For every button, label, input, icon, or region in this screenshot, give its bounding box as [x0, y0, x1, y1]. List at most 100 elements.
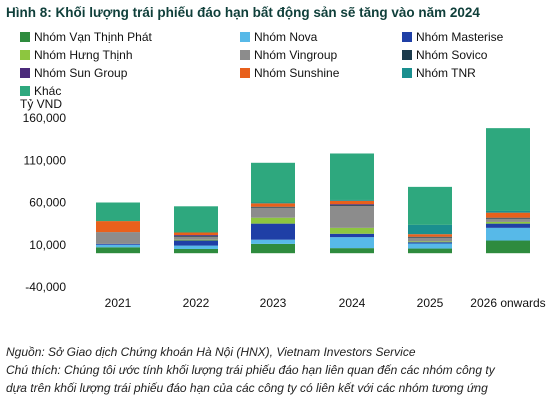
footnote-line-2: dựa trên khối lượng trái phiếu đáo hạn c…	[6, 381, 488, 395]
legend-item-8: Nhóm TNR	[402, 66, 476, 80]
legend-swatch	[20, 50, 30, 60]
bar-segment-2024-7	[330, 200, 374, 205]
bar-segment-2022-1	[174, 245, 218, 249]
bars	[96, 128, 530, 254]
bar-segment-2026-onwards-7	[486, 212, 530, 218]
bar-segment-2022-7	[174, 232, 218, 236]
legend-swatch	[240, 32, 250, 42]
legend-label: Nhóm Nova	[254, 30, 318, 44]
bar-segment-2024-0	[330, 248, 374, 254]
x-tick-label: 2023	[260, 296, 287, 310]
bar-segment-2024-6	[330, 204, 374, 206]
bar-segment-2023-5	[251, 206, 295, 208]
legend-swatch	[240, 68, 250, 78]
legend-swatch	[20, 68, 30, 78]
bar-segment-2025-7	[408, 234, 452, 237]
bar-segment-2026-onwards-3	[486, 221, 530, 224]
bar-segment-2022-5	[174, 235, 218, 237]
bar-segment-2026-onwards-1	[486, 227, 530, 241]
legend: Nhóm Vạn Thịnh Phát Nhóm Nova Nhóm Masteri…	[0, 0, 559, 120]
bar-segment-2024-9	[330, 153, 374, 200]
bar-segment-2026-onwards-9	[486, 128, 530, 211]
bar-segment-2026-onwards-2	[486, 223, 530, 228]
bar-segment-2022-9	[174, 206, 218, 233]
legend-swatch	[402, 68, 412, 78]
legend-label: Nhóm Sovico	[416, 48, 488, 62]
y-axis-label: Tỷ VND	[20, 97, 62, 111]
bar-segment-2024-5	[330, 205, 374, 206]
x-tick-label: 2025	[417, 296, 444, 310]
y-tick-label: 60,000	[29, 196, 66, 210]
legend-label: Nhóm Vạn Thịnh Phát	[34, 30, 152, 44]
legend-item-2: Nhóm Masterise	[402, 30, 503, 44]
y-tick-label: 160,000	[23, 111, 67, 125]
x-tick-label: 2021	[105, 296, 132, 310]
bar-segment-2025-3	[408, 241, 452, 243]
legend-label: Khác	[34, 84, 62, 98]
bar-segment-2022-2	[174, 240, 218, 246]
footnote-line-1: Chú thích: Chúng tôi ước tính khối lượng…	[6, 363, 495, 377]
bar-segment-2024-2	[330, 233, 374, 238]
legend-label: Nhóm Sun Group	[34, 66, 128, 80]
bar-segment-2024-4	[330, 205, 374, 228]
bar-segment-2026-onwards-5	[486, 217, 530, 219]
bar-segment-2023-2	[251, 223, 295, 240]
bar-segment-2021-4	[96, 232, 140, 244]
x-axis-ticks: 2021 2022 2023 2024 2025 2026 onwards	[105, 296, 546, 310]
x-tick-label: 2026 onwards	[470, 296, 545, 310]
bar-segment-2023-1	[251, 239, 295, 244]
legend-swatch	[402, 32, 412, 42]
x-tick-label: 2024	[339, 296, 366, 310]
bar-segment-2025-1	[408, 243, 452, 249]
legend-item-9: Khác	[20, 84, 61, 98]
bar-segment-2022-3	[174, 239, 218, 241]
bar-segment-2022-6	[174, 235, 218, 236]
legend-swatch	[402, 50, 412, 60]
legend-label: Nhóm Sunshine	[254, 66, 340, 80]
bar-segment-2026-onwards-0	[486, 240, 530, 254]
legend-label: Nhóm Hưng Thịnh	[34, 48, 133, 62]
bar-segment-2025-8	[408, 224, 452, 235]
legend-item-1: Nhóm Nova	[240, 30, 317, 44]
bar-segment-2024-3	[330, 227, 374, 234]
bar-segment-2021-7	[96, 221, 140, 233]
bar-segment-2023-3	[251, 217, 295, 224]
bar-segment-2024-1	[330, 237, 374, 249]
bar-segment-2025-9	[408, 186, 452, 225]
legend-label: Nhóm TNR	[416, 66, 476, 80]
bar-segment-2022-0	[174, 248, 218, 254]
legend-swatch	[20, 32, 30, 42]
bar-segment-2021-1	[96, 244, 140, 248]
bar-segment-2025-2	[408, 242, 452, 244]
legend-label: Nhóm Masterise	[416, 30, 504, 44]
bar-segment-2021-2	[96, 243, 140, 245]
legend-item-6: Nhóm Sun Group	[20, 66, 127, 80]
bar-segment-2021-0	[96, 247, 140, 254]
bar-segment-2021-9	[96, 202, 140, 222]
bar-segment-2026-onwards-4	[486, 218, 530, 222]
bar-segment-2022-4	[174, 236, 218, 240]
y-tick-label: 110,000	[24, 153, 67, 167]
bar-segment-2025-0	[408, 248, 452, 254]
legend-item-7: Nhóm Sunshine	[240, 66, 339, 80]
bar-segment-2023-7	[251, 203, 295, 207]
bar-segment-2023-0	[251, 243, 295, 254]
y-tick-label: 10,000	[29, 238, 66, 252]
bar-segment-2023-4	[251, 207, 295, 218]
y-tick-label: -40,000	[25, 280, 66, 294]
chart-title: Hình 8: Khối lượng trái phiếu đáo hạn bấ…	[6, 5, 480, 20]
bar-segment-2024-8	[330, 199, 374, 201]
source-note: Nguồn: Sở Giao dịch Chứng khoán Hà Nội (…	[6, 345, 416, 359]
bar-segment-2026-onwards-8	[486, 210, 530, 213]
legend-swatch	[240, 50, 250, 60]
bar-segment-2025-5	[408, 236, 452, 238]
y-axis-ticks: -40,000 10,000 60,000 110,000 160,000	[23, 111, 67, 294]
legend-swatch	[20, 86, 30, 96]
legend-item-5: Nhóm Sovico	[402, 48, 487, 62]
legend-label: Nhóm Vingroup	[254, 48, 338, 62]
bar-segment-2025-4	[408, 237, 452, 242]
legend-item-0: Nhóm Vạn Thịnh Phát	[20, 30, 152, 44]
legend-item-4: Nhóm Vingroup	[240, 48, 337, 62]
x-tick-label: 2022	[183, 296, 210, 310]
